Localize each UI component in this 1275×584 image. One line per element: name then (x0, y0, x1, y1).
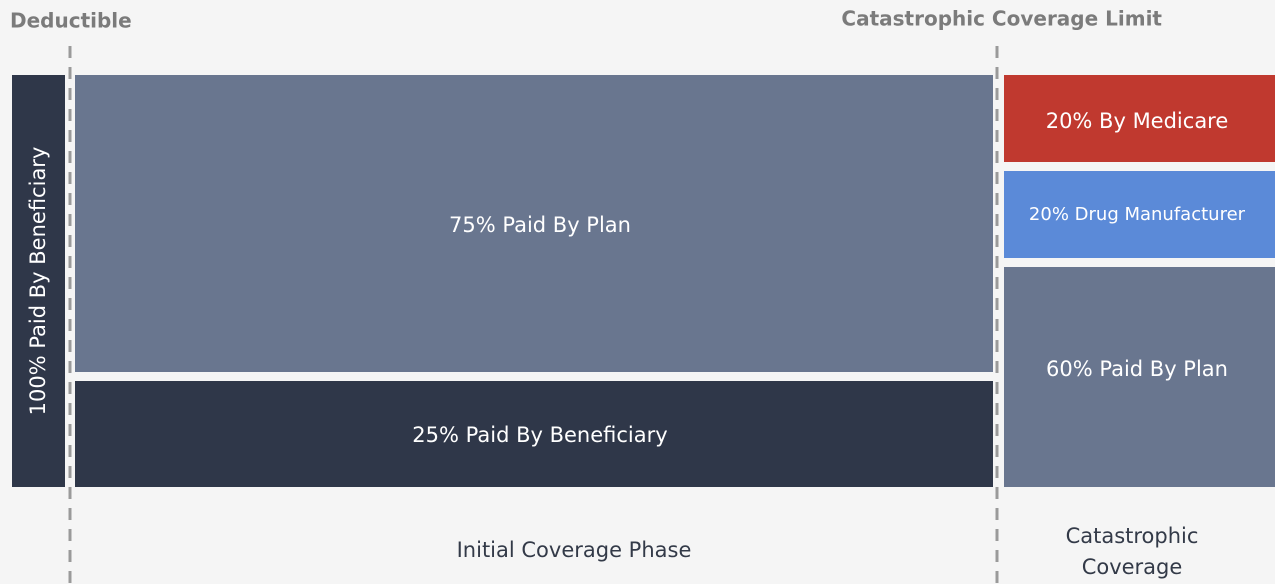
beneficiary-segment (75, 381, 993, 487)
segment-label: 60% Paid By Plan (1046, 357, 1228, 381)
segment-label: 100% Paid By Beneficiary (26, 147, 50, 416)
segment-label: 75% Paid By Plan (449, 213, 631, 237)
segment-label: 20% Drug Manufacturer (1029, 204, 1246, 225)
deductible-segment (12, 75, 65, 487)
deductible-marker: Deductible (10, 9, 132, 33)
medicare-segment (1004, 75, 1275, 162)
phase-label: Coverage (1082, 555, 1183, 579)
catastrophic-limit-marker: Catastrophic Coverage Limit (841, 7, 1162, 31)
segment-label: 25% Paid By Beneficiary (412, 423, 667, 447)
phase-label: Catastrophic (1066, 524, 1199, 548)
plan-segment (1004, 267, 1275, 487)
plan-segment (75, 75, 993, 372)
manufacturer-segment (1004, 171, 1275, 258)
segment-label: 20% By Medicare (1046, 109, 1229, 133)
phase-label: Initial Coverage Phase (457, 538, 692, 562)
